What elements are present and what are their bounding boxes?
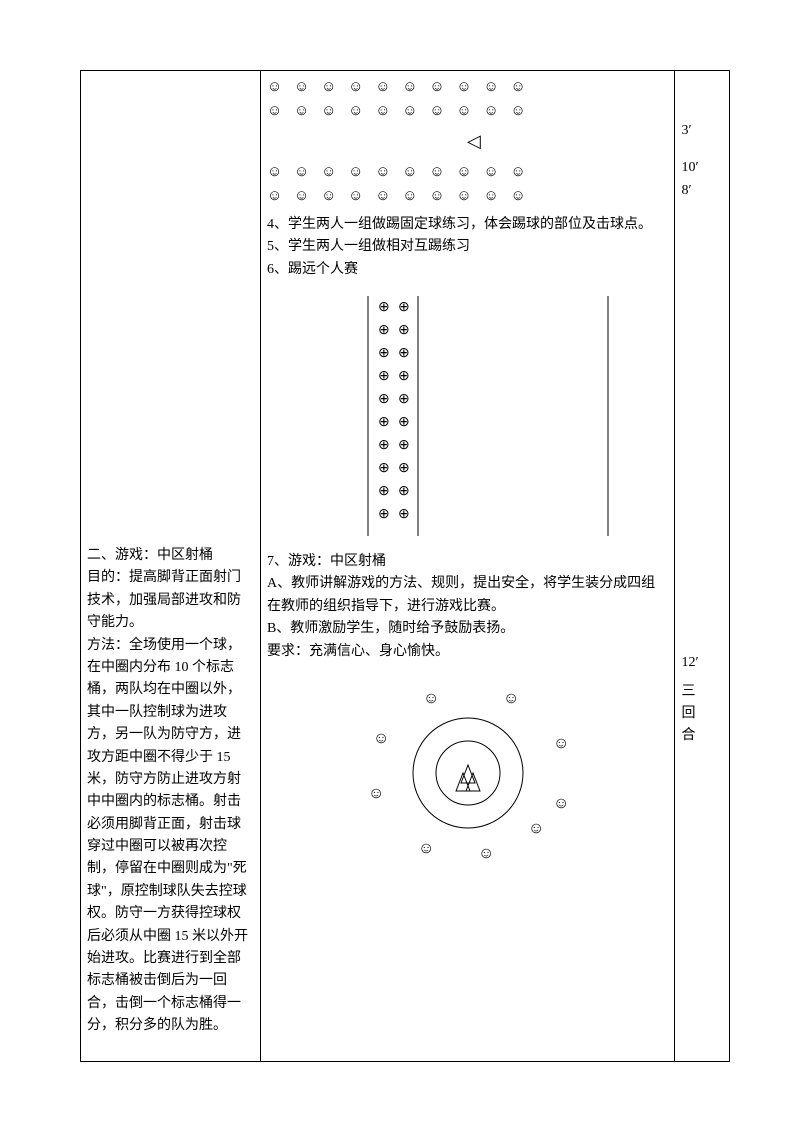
svg-text:⊕: ⊕ <box>378 300 390 315</box>
svg-text:⊕: ⊕ <box>378 461 390 476</box>
column-left: 二、游戏：中区射桶 目的：提高脚背正面射门技术，加强局部进攻和防守能力。 方法：… <box>81 71 261 1062</box>
game-diagram-svg: ☺ ☺ ☺ ☺ ☺ ☺ ☺ ☺ ☺ <box>328 673 608 873</box>
svg-text:⊕: ⊕ <box>378 369 390 384</box>
step-7-req: 要求：充满信心、身心愉快。 <box>267 641 668 663</box>
step-7-title: 7、游戏：中区射桶 <box>267 551 668 573</box>
game-diagram: ☺ ☺ ☺ ☺ ☺ ☺ ☺ ☺ ☺ <box>267 673 668 873</box>
svg-text:⊕: ⊕ <box>398 415 410 430</box>
column-middle: ☺ ☺ ☺ ☺ ☺ ☺ ☺ ☺ ☺ ☺ ☺ ☺ ☺ ☺ ☺ ☺ ☺ ☺ ☺ ☺ … <box>260 71 674 1062</box>
svg-text:☺: ☺ <box>373 730 389 747</box>
svg-text:⊕: ⊕ <box>398 507 410 522</box>
svg-text:☺: ☺ <box>503 690 519 707</box>
svg-text:⊕: ⊕ <box>378 484 390 499</box>
step-6: 6、踢远个人赛 <box>267 259 668 281</box>
svg-text:☺: ☺ <box>528 820 544 837</box>
svg-text:⊕: ⊕ <box>398 438 410 453</box>
pair-diagram-svg: ⊕ ⊕ ⊕ ⊕ ⊕ ⊕ ⊕ ⊕ ⊕ ⊕ ⊕ ⊕ ⊕ ⊕ ⊕ ⊕ ⊕ ⊕ ⊕ ⊕ <box>348 291 628 541</box>
purpose: 目的：提高脚背正面射门技术，加强局部进攻和防守能力。 <box>87 567 254 634</box>
step-4: 4、学生两人一组做踢固定球练习，体会踢球的部位及击球点。 <box>267 214 668 236</box>
method: 方法：全场使用一个球，在中圈内分布 10 个标志桶，两队均在中圈以外，其中一队控… <box>87 635 254 1038</box>
svg-text:☺: ☺ <box>418 840 434 857</box>
svg-text:⊕: ⊕ <box>398 461 410 476</box>
svg-text:⊕: ⊕ <box>378 438 390 453</box>
svg-text:⊕: ⊕ <box>398 484 410 499</box>
section-title: 二、游戏：中区射桶 <box>87 545 254 567</box>
formation-row-3: ☺ ☺ ☺ ☺ ☺ ☺ ☺ ☺ ☺ ☺ <box>267 160 668 184</box>
svg-text:⊕: ⊕ <box>398 323 410 338</box>
formation-row-2: ☺ ☺ ☺ ☺ ☺ ☺ ☺ ☺ ☺ ☺ <box>267 99 668 123</box>
svg-text:⊕: ⊕ <box>378 323 390 338</box>
time-4: 12′ <box>681 652 723 674</box>
svg-text:☺: ☺ <box>553 735 569 752</box>
svg-text:☺: ☺ <box>368 785 384 802</box>
svg-text:⊕: ⊕ <box>378 507 390 522</box>
time-5: 三回合 <box>681 681 723 748</box>
svg-text:⊕: ⊕ <box>398 346 410 361</box>
time-2: 10′ <box>681 157 723 179</box>
svg-text:☺: ☺ <box>423 690 439 707</box>
formation-row-4: ☺ ☺ ☺ ☺ ☺ ☺ ☺ ☺ ☺ ☺ <box>267 184 668 208</box>
svg-text:⊕: ⊕ <box>398 392 410 407</box>
teacher-marker: ◁ <box>467 127 481 156</box>
svg-text:⊕: ⊕ <box>398 300 410 315</box>
svg-text:⊕: ⊕ <box>378 415 390 430</box>
column-right: 3′ 10′ 8′ 12′ 三回合 <box>675 71 730 1062</box>
step-5: 5、学生两人一组做相对互踢练习 <box>267 236 668 258</box>
method-label: 方法： <box>87 638 129 653</box>
pair-diagram: ⊕ ⊕ ⊕ ⊕ ⊕ ⊕ ⊕ ⊕ ⊕ ⊕ ⊕ ⊕ ⊕ ⊕ ⊕ ⊕ ⊕ ⊕ ⊕ ⊕ <box>307 291 668 541</box>
svg-text:☺: ☺ <box>553 795 569 812</box>
formation-row-1: ☺ ☺ ☺ ☺ ☺ ☺ ☺ ☺ ☺ ☺ <box>267 75 668 99</box>
svg-text:⊕: ⊕ <box>398 369 410 384</box>
time-3: 8′ <box>681 180 723 202</box>
time-1: 3′ <box>681 120 723 142</box>
step-7-a: A、教师讲解游戏的方法、规则，提出安全，将学生装分成四组在教师的组织指导下，进行… <box>267 573 668 618</box>
step-7-b: B、教师激励学生，随时给予鼓励表扬。 <box>267 618 668 640</box>
purpose-label: 目的： <box>87 570 129 585</box>
svg-text:☺: ☺ <box>478 845 494 862</box>
svg-text:⊕: ⊕ <box>378 346 390 361</box>
svg-text:⊕: ⊕ <box>378 392 390 407</box>
method-text: 全场使用一个球，在中圈内分布 10 个标志桶，两队均在中圈以外，其中一队控制球为… <box>87 638 248 1034</box>
